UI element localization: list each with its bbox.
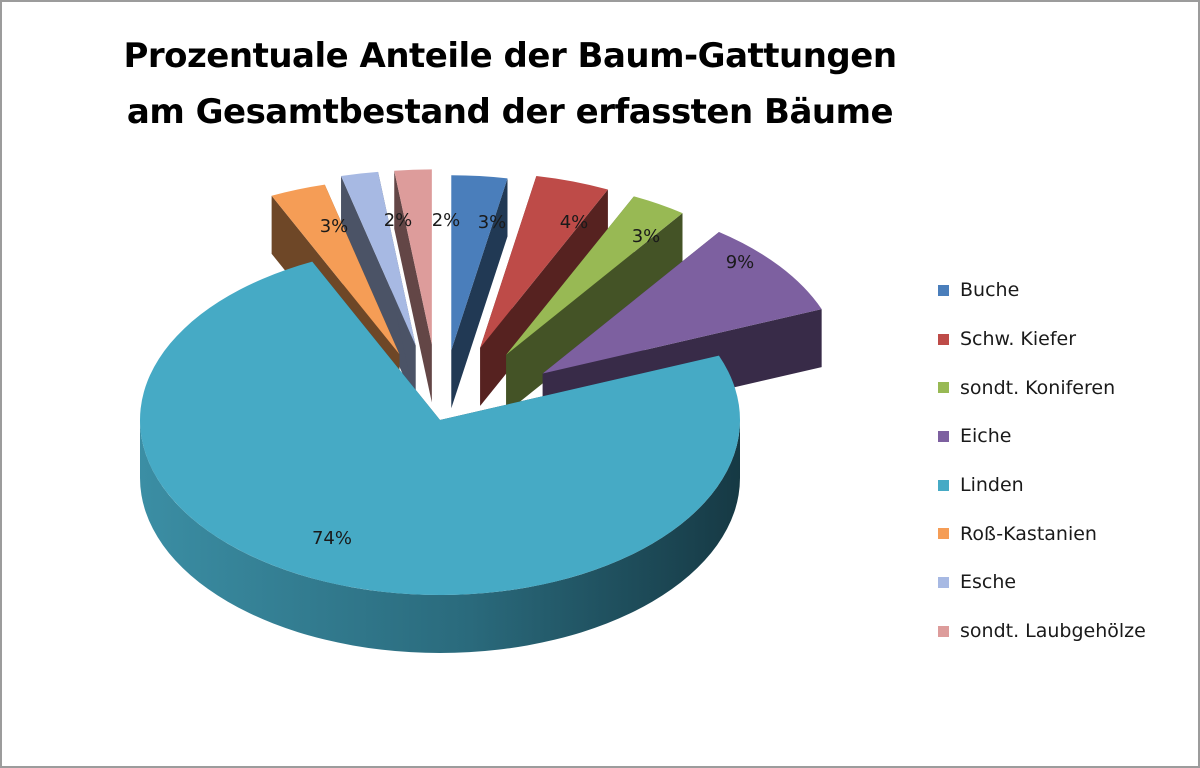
legend-swatch bbox=[938, 333, 949, 345]
legend-label: Roß-Kastanien bbox=[960, 522, 1097, 545]
data-label-schw-kiefer: 4% bbox=[560, 212, 589, 233]
legend-item-ro-kastanien: Roß-Kastanien bbox=[938, 509, 1188, 558]
legend-item-esche: Esche bbox=[938, 558, 1188, 607]
data-label-sondt-laubgeh-lze: 2% bbox=[432, 210, 461, 231]
chart-title-line-1: Prozentuale Anteile der Baum-Gattungen bbox=[123, 36, 897, 76]
chart-title: Prozentuale Anteile der Baum-Gattungen a… bbox=[120, 28, 900, 140]
pie-slice-sondt-koniferen bbox=[506, 196, 683, 413]
legend-item-linden: Linden bbox=[938, 461, 1188, 510]
legend-label: Eiche bbox=[960, 425, 1012, 448]
data-label-buche: 3% bbox=[478, 212, 507, 233]
pie-slice-esche bbox=[341, 171, 416, 404]
legend-label: Buche bbox=[960, 279, 1020, 302]
legend-item-eiche: Eiche bbox=[938, 412, 1188, 461]
pie-slice-buche bbox=[451, 175, 508, 409]
data-label-ro-kastanien: 3% bbox=[320, 216, 349, 237]
legend-label: sondt. Laubgehölze bbox=[960, 620, 1146, 643]
legend-item-schw-kiefer: Schw. Kiefer bbox=[938, 315, 1188, 364]
data-label-sondt-koniferen: 3% bbox=[632, 226, 661, 247]
legend-swatch bbox=[938, 479, 949, 491]
chart-title-line-2: am Gesamtbestand der erfassten Bäume bbox=[126, 92, 894, 132]
data-label-eiche: 9% bbox=[726, 252, 755, 273]
pie-slice-linden bbox=[139, 261, 741, 653]
legend-swatch bbox=[938, 382, 949, 394]
legend-item-sondt-laubgeh-lze: sondt. Laubgehölze bbox=[938, 607, 1188, 656]
legend-item-buche: Buche bbox=[938, 266, 1188, 315]
legend-label: Linden bbox=[960, 474, 1024, 497]
pie-slice-sondt-laubgeh-lze bbox=[394, 169, 432, 403]
legend-swatch bbox=[938, 576, 949, 588]
legend-item-sondt-koniferen: sondt. Koniferen bbox=[938, 363, 1188, 412]
legend: Buche Schw. Kiefer sondt. Koniferen Eiche Li… bbox=[938, 266, 1188, 656]
legend-swatch bbox=[938, 528, 949, 540]
data-label-linden: 74% bbox=[312, 528, 352, 549]
data-label-esche: 2% bbox=[384, 210, 413, 231]
legend-swatch bbox=[938, 284, 949, 296]
legend-label: Schw. Kiefer bbox=[960, 328, 1077, 351]
legend-swatch bbox=[938, 625, 949, 637]
legend-label: Esche bbox=[960, 571, 1017, 594]
legend-swatch bbox=[938, 430, 949, 442]
legend-label: sondt. Koniferen bbox=[960, 376, 1116, 399]
